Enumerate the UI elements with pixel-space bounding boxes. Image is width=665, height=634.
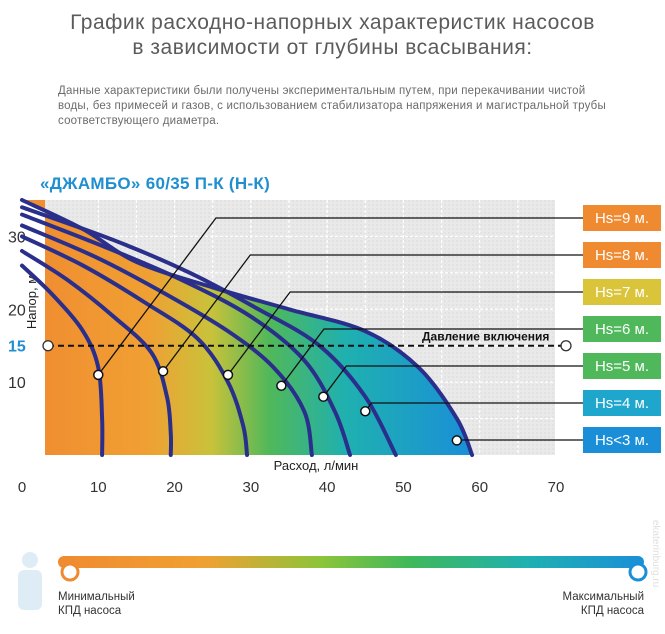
series-line-1	[20, 263, 105, 457]
marker-point	[318, 391, 329, 402]
leader-line	[322, 365, 583, 398]
leader-line	[280, 328, 583, 387]
title-line-1: График расходно-напорных характеристик н…	[70, 11, 595, 34]
leader-line	[227, 291, 583, 376]
reference-right-dot	[560, 340, 572, 352]
marker-point	[276, 380, 287, 392]
legend-label: Hs=5 м.	[595, 358, 649, 375]
x-tick-label: 20	[166, 479, 183, 496]
series-line-6	[20, 205, 398, 457]
leader-line	[97, 217, 583, 376]
x-tick-label: 40	[319, 479, 336, 496]
page-title: График расходно-напорных характеристик н…	[0, 10, 665, 60]
marker-point	[451, 435, 463, 446]
x-tick-label: 60	[471, 479, 488, 496]
worker-icon	[18, 552, 42, 610]
legend-box	[583, 390, 661, 416]
max-efficiency-label: КПД насоса	[581, 605, 645, 617]
series-line-4	[20, 223, 314, 457]
legend-label: Hs<3 м.	[595, 432, 649, 449]
y-axis-label: Напор, м	[24, 275, 39, 329]
legend-label: Hs=8 м.	[595, 247, 649, 264]
x-tick-label: 30	[243, 479, 260, 496]
x-tick-label: 10	[90, 479, 107, 496]
series-line-5	[20, 212, 353, 457]
legend-label: Hs=6 м.	[595, 321, 649, 338]
reference-label: Давление включения	[422, 330, 549, 344]
leader-line	[162, 254, 583, 372]
legend-box	[583, 316, 661, 342]
model-title: «ДЖАМБО» 60/35 П-К (Н-К)	[40, 174, 271, 193]
worker-body	[18, 570, 42, 610]
reference-left-dot	[42, 340, 54, 352]
series-line-3	[20, 234, 250, 457]
legend-label: Hs=7 м.	[595, 284, 649, 301]
legend-label: Hs=9 м.	[595, 210, 649, 227]
series-line-7	[20, 198, 475, 457]
legend-box	[583, 279, 661, 305]
x-tick-label: 50	[395, 479, 412, 496]
title-line-2: в зависимости от глубины всасывания:	[132, 36, 533, 59]
efficiency-gradient	[58, 556, 644, 568]
watermark: ekaterinburg.ru	[650, 520, 661, 588]
max-efficiency-label: Максимальный	[563, 591, 644, 603]
description: Данные характеристики были получены эксп…	[58, 85, 606, 127]
y-tick-label: 20	[8, 302, 26, 319]
legend-box	[583, 205, 661, 231]
marker-point	[222, 369, 234, 381]
y-tick-label: 15	[8, 339, 26, 356]
x-axis-label: Расход, л/мин	[274, 458, 359, 473]
marker-point	[360, 406, 371, 417]
worker-head	[22, 552, 38, 568]
legend: Hs=9 м. Hs=8 м. Hs=7 м. Hs=6 м. Hs=5 м. Hs=4 …	[583, 205, 661, 453]
min-efficiency-dot	[60, 562, 80, 582]
axes: 10 15 20 30 0 10 20 30 40 50 60 70 Расход, л/мин Напо…	[8, 229, 564, 496]
legend-label: Hs=4 м.	[595, 395, 649, 412]
chart-marks: Давление включения	[20, 198, 583, 457]
marker-point	[93, 369, 104, 381]
x-tick-label: 0	[18, 479, 26, 496]
min-efficiency-label: Минимальный	[58, 591, 135, 603]
x-tick-label: 70	[548, 479, 565, 496]
y-tick-label: 30	[8, 229, 26, 246]
max-efficiency-dot	[628, 562, 648, 582]
efficiency-bar: Минимальный КПД насоса Максимальный КПД нас…	[18, 552, 648, 617]
legend-box	[583, 353, 661, 379]
legend-box	[583, 427, 661, 453]
series-line-2	[20, 249, 174, 457]
marker-point	[157, 365, 169, 377]
min-efficiency-label: КПД насоса	[58, 605, 122, 617]
legend-box	[583, 242, 661, 268]
y-tick-label: 10	[8, 375, 26, 392]
